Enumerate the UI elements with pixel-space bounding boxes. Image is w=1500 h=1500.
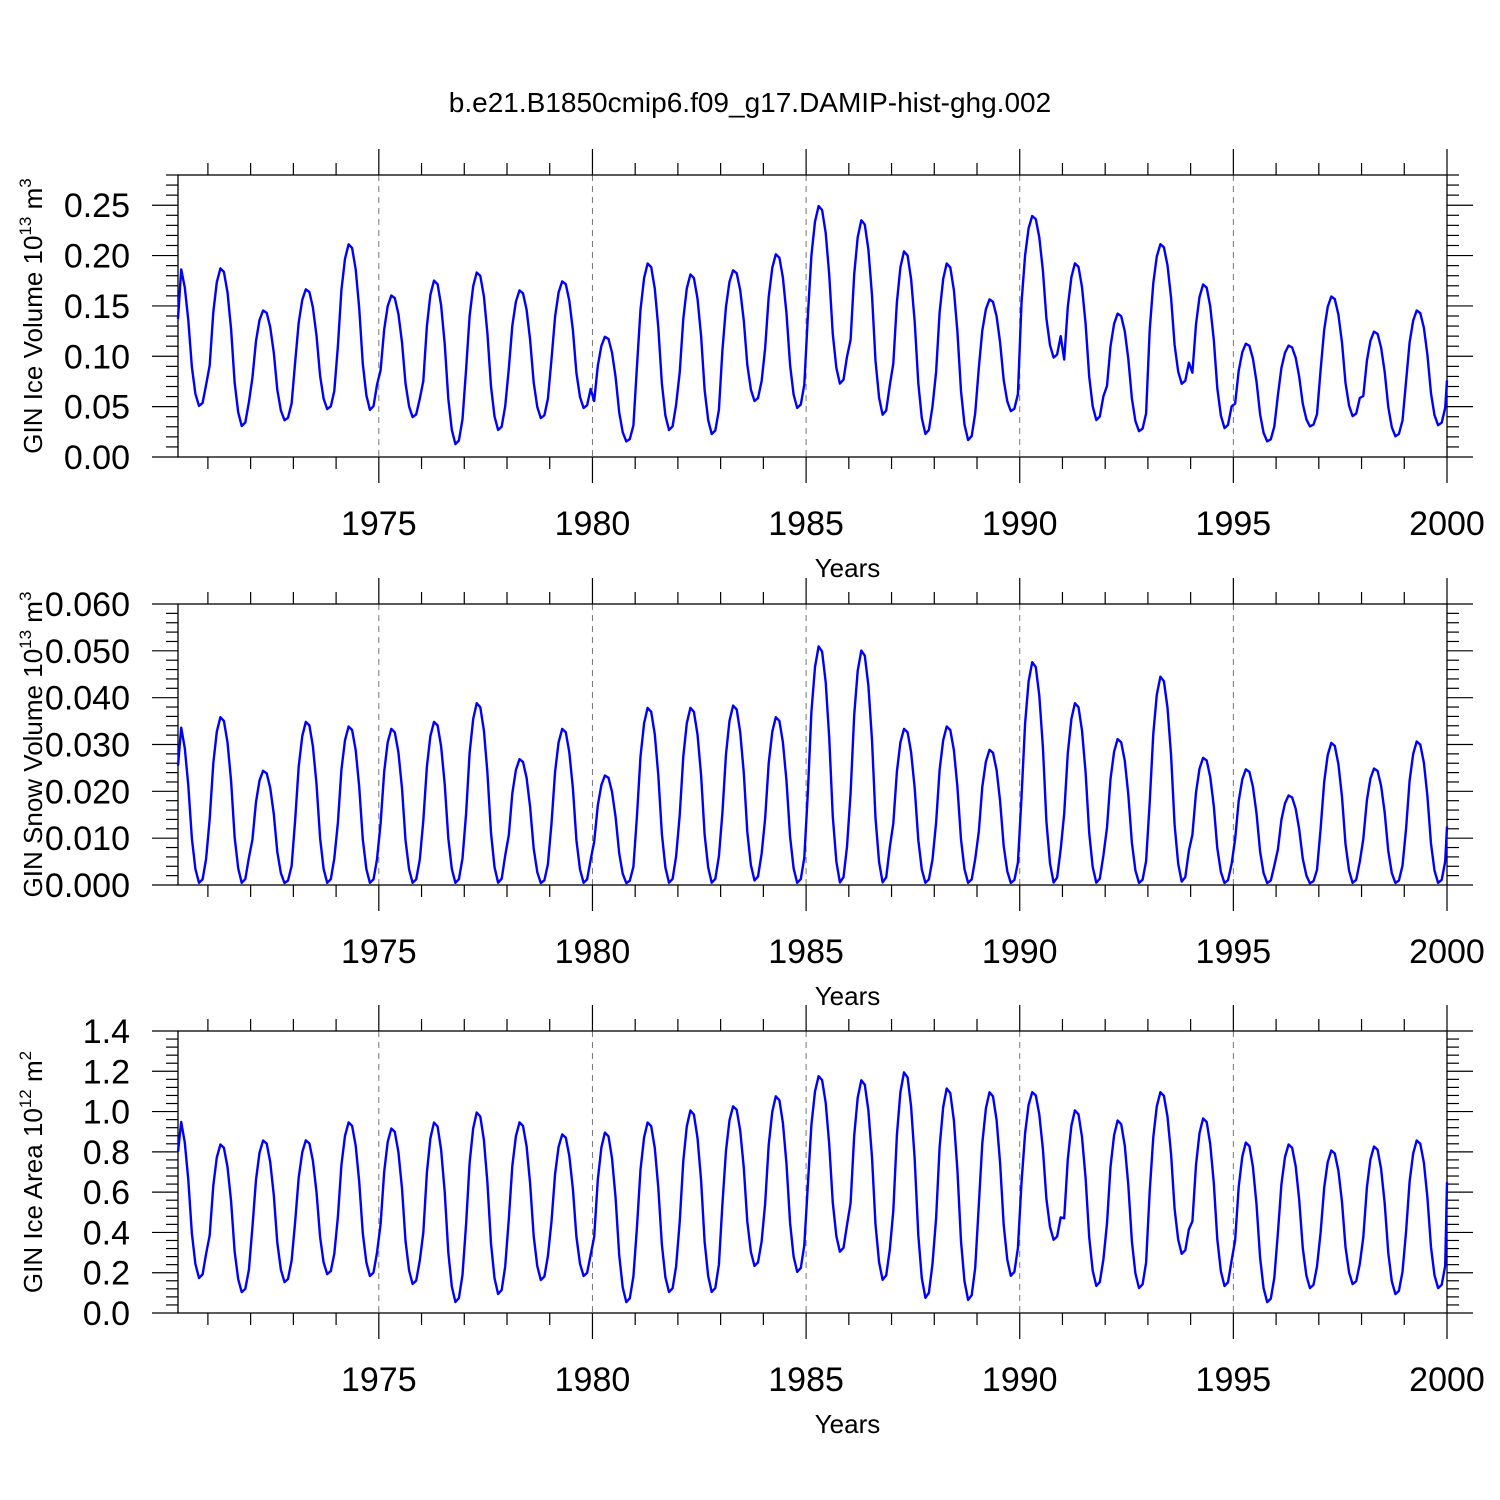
ice-area-x-tick-label: 1980: [555, 1361, 631, 1399]
ice-volume-x-tick-label: 1980: [555, 505, 631, 543]
ice-area-x-tick-label: 1990: [982, 1361, 1058, 1399]
snow-volume-x-tick-label: 1995: [1196, 933, 1272, 971]
ice-area-x-tick-label: 1985: [768, 1361, 844, 1399]
snow-volume-y-tick-label: 0.010: [45, 820, 130, 858]
snow-volume-x-axis-title: Years: [815, 981, 881, 1011]
ice-area-y-tick-label: 0.2: [83, 1255, 130, 1293]
snow-volume-plot-frame: [177, 603, 1448, 886]
ice-area-y-tick-label: 1.4: [83, 1013, 130, 1051]
ice-area-y-tick-label: 0.6: [83, 1174, 130, 1212]
ice-volume-series-line: [176, 204, 1449, 446]
ice-volume-x-axis-title: Years: [815, 553, 881, 583]
ice-volume-plot-frame: [177, 174, 1448, 458]
ice-area-y-tick-label: 0.0: [83, 1295, 130, 1333]
ice-volume-y-tick-label: 0.00: [64, 439, 130, 477]
ice-area-panel: 0.00.20.40.60.81.01.21.4 1975 1980 1985 1990…: [16, 1005, 1485, 1439]
ice-area-x-tick-label: 2000: [1409, 1361, 1485, 1399]
ice-volume-y-axis-title: GIN Ice Volume 1013 m3: [16, 178, 48, 454]
snow-volume-x-tick-label: 1975: [341, 933, 417, 971]
ice-volume-y-tick-label: 0.25: [64, 187, 130, 225]
ice-area-y-tick-label: 0.8: [83, 1134, 130, 1172]
ice-volume-x-tick-label: 1995: [1196, 505, 1272, 543]
snow-volume-y-tick-label: 0.000: [45, 867, 130, 905]
snow-volume-y-tick-label: 0.040: [45, 680, 130, 718]
snow-volume-x-tick-label: 1990: [982, 933, 1058, 971]
ice-area-y-tick-label: 1.0: [83, 1094, 130, 1132]
chart-title: b.e21.B1850cmip6.f09_g17.DAMIP-hist-ghg.…: [449, 87, 1051, 118]
snow-volume-x-tick-label: 2000: [1409, 933, 1485, 971]
ice-volume-x-tick-label: 2000: [1409, 505, 1485, 543]
ice-area-x-axis-title: Years: [815, 1409, 881, 1439]
snow-volume-y-tick-label: 0.060: [45, 586, 130, 624]
ice-volume-x-tick-label: 1975: [341, 505, 417, 543]
snow-volume-y-tick-label: 0.020: [45, 773, 130, 811]
ice-volume-y-tick-label: 0.15: [64, 288, 130, 326]
snow-volume-x-tick-label: 1980: [555, 933, 631, 971]
ice-area-x-tick-label: 1975: [341, 1361, 417, 1399]
ice-volume-x-tick-label: 1990: [982, 505, 1058, 543]
snow-volume-series-line: [176, 645, 1449, 885]
ice-area-x-tick-label: 1995: [1196, 1361, 1272, 1399]
snow-volume-x-tick-label: 1985: [768, 933, 844, 971]
snow-volume-panel: 0.000 0.010 0.020 0.030 0.040 0.050 0.060 1975 1…: [16, 578, 1485, 1011]
ice-area-plot-frame: [177, 1030, 1448, 1314]
snow-volume-y-axis-title: GIN Snow Volume 1013 m3: [16, 592, 48, 898]
ice-volume-panel: 0.00 0.05 0.10 0.15 0.20 0.25 1975 1980 1985 1990…: [16, 149, 1485, 583]
ice-volume-y-tick-label: 0.10: [64, 338, 130, 376]
ice-volume-x-tick-label: 1985: [768, 505, 844, 543]
ice-area-y-tick-label: 0.4: [83, 1214, 130, 1252]
snow-volume-y-tick-label: 0.050: [45, 633, 130, 671]
snow-volume-y-tick-label: 0.030: [45, 727, 130, 765]
ice-area-y-axis-title: GIN Ice Area 1012 m2: [16, 1051, 48, 1293]
ice-area-series-line: [176, 1071, 1449, 1304]
ice-volume-y-tick-label: 0.05: [64, 389, 130, 427]
ice-area-y-tick-label: 1.2: [83, 1053, 130, 1091]
ice-volume-y-tick-label: 0.20: [64, 238, 130, 276]
